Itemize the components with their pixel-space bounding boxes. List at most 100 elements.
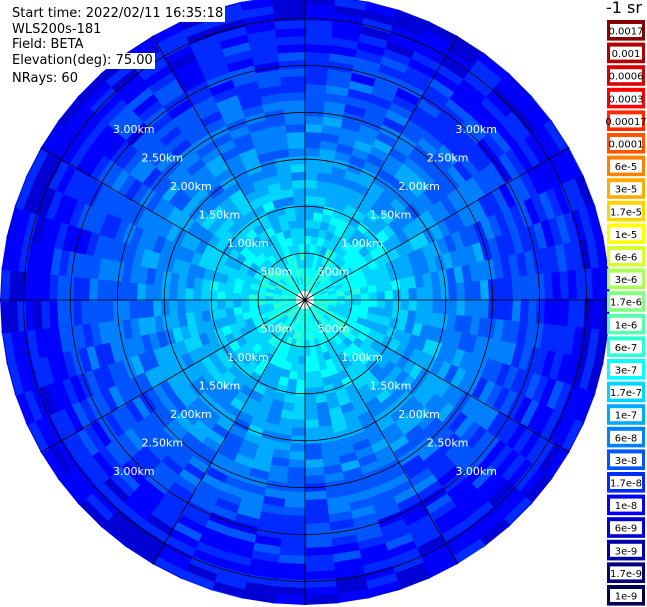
radar-cell [435, 465, 462, 489]
radar-cell [241, 311, 252, 321]
radar-cell [179, 577, 213, 591]
radar-cell [321, 316, 330, 325]
radar-cell [15, 390, 36, 426]
radar-cell [160, 299, 170, 316]
radar-cell [195, 139, 218, 159]
radar-cell [328, 296, 338, 301]
radar-cell [129, 421, 152, 446]
radar-cell [240, 292, 250, 301]
radar-cell [401, 345, 416, 361]
radar-cell [98, 363, 116, 390]
radar-cell [532, 406, 555, 438]
radar-cell [157, 84, 187, 107]
radar-cell [295, 314, 301, 324]
radar-cell [283, 99, 306, 110]
radar-cell [433, 200, 452, 221]
radar-cell [10, 328, 24, 364]
radar-cell [390, 555, 424, 575]
radar-cell [578, 206, 596, 242]
radar-cell [314, 270, 322, 280]
radar-cell [303, 522, 331, 533]
radar-cell [181, 461, 206, 481]
radar-cell [332, 573, 367, 587]
radar-cell [276, 554, 307, 565]
radar-cell [124, 538, 159, 565]
radar-cell [101, 475, 130, 504]
radar-cell [330, 550, 362, 564]
radar-cell [523, 472, 553, 505]
radar-cell [199, 472, 225, 491]
colorbar-label: 6e-8 [615, 433, 638, 444]
radar-cell [398, 163, 419, 182]
radar-cell [135, 416, 158, 441]
radar-cell [306, 283, 311, 293]
radar-cell [301, 267, 306, 277]
radar-cell [400, 454, 424, 475]
radar-cell [366, 431, 386, 447]
radar-cell [429, 240, 443, 259]
radar-cell [311, 228, 321, 238]
radar-cell [326, 365, 339, 377]
radar-cell [253, 60, 282, 74]
radar-cell [177, 272, 188, 289]
radar-cell [303, 586, 338, 597]
radar-cell [255, 518, 283, 532]
radar-cell [291, 411, 306, 421]
radar-cell [259, 429, 278, 442]
radar-cell [129, 262, 141, 284]
radar-cell [532, 222, 549, 252]
range-label: 1.00km [341, 237, 383, 250]
radar-cell [26, 146, 50, 181]
radar-cell [307, 267, 312, 277]
radar-cell [312, 378, 324, 388]
radar-cell [396, 267, 408, 281]
range-label: 2.00km [398, 408, 440, 421]
radar-cell [443, 525, 476, 551]
radar-cell [174, 388, 193, 408]
colorbar-label-box [610, 24, 642, 37]
radar-cell [68, 373, 87, 403]
radar-cell [304, 227, 313, 237]
radar-cell [382, 116, 407, 135]
radar-cell [73, 250, 87, 278]
radar-cell [228, 160, 248, 176]
radar-cell [274, 570, 307, 581]
radar-cell [501, 496, 533, 528]
radar-cell [494, 210, 512, 237]
radar-cell [285, 467, 306, 477]
radar-cell [158, 219, 174, 239]
radar-cell [207, 458, 231, 477]
radar-cell [277, 323, 287, 333]
radar-cell [320, 140, 340, 152]
radar-cell [304, 323, 309, 333]
radar-cell [243, 573, 278, 587]
radar-cell [276, 35, 307, 46]
radar-cell [286, 131, 306, 141]
radar-cell [365, 482, 391, 499]
radar-cell [388, 233, 403, 249]
radar-cell [65, 323, 79, 352]
radar-cell [299, 251, 306, 261]
radar-cell [599, 266, 610, 302]
radar-cell [465, 224, 481, 247]
radar-cell [249, 309, 260, 318]
radar-cell [315, 401, 329, 412]
radar-cell [479, 407, 500, 433]
radar-cell [55, 162, 78, 194]
radar-cell [200, 299, 210, 312]
radar-cell [323, 267, 333, 277]
radar-cell [246, 251, 258, 263]
radar-cell [337, 271, 347, 281]
radar-cell [437, 269, 449, 287]
radar-cell [270, 140, 290, 152]
radar-cell [591, 298, 602, 333]
radar-cell [330, 276, 341, 285]
radar-cell [242, 103, 267, 118]
radar-cell [100, 234, 116, 260]
radar-cell [116, 430, 140, 457]
radar-cell [252, 52, 282, 66]
radar-cell [186, 219, 202, 237]
radar-cell [307, 307, 312, 316]
radar-cell [83, 116, 110, 146]
radar-cell [247, 28, 279, 43]
